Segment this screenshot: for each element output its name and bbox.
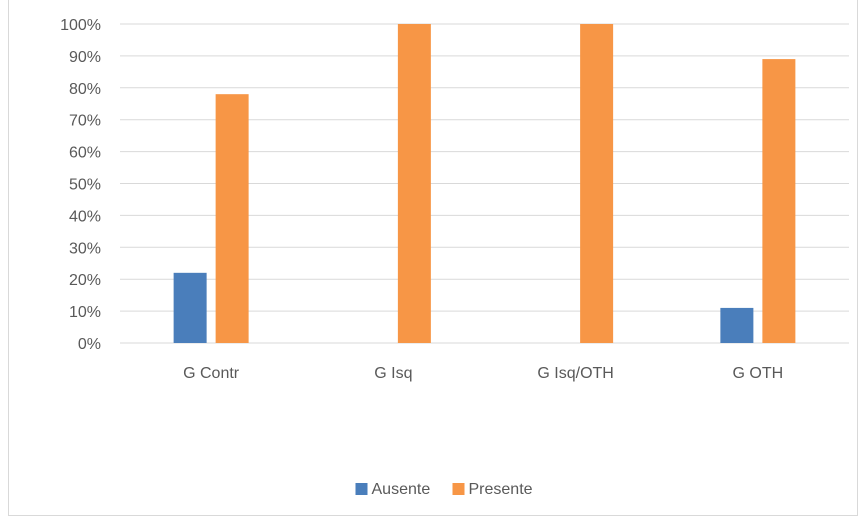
legend-swatch-ausente — [355, 483, 368, 495]
legend-swatch-presente — [452, 483, 465, 495]
y-tick-label: 0% — [78, 336, 101, 353]
chart-frame: 0% 10% 20% 30% 40% 50% 60% 70% 80% 90% 100% G Cont… — [8, 0, 858, 516]
legend-label: Presente — [469, 481, 533, 498]
bar-ausente — [720, 307, 754, 343]
legend-label: Ausente — [372, 481, 431, 498]
y-tick-label: 30% — [69, 240, 101, 257]
y-tick-label: 20% — [69, 272, 101, 289]
y-tick-label: 90% — [69, 49, 101, 66]
bar-presente — [580, 24, 614, 343]
bar-presente — [762, 59, 796, 344]
bar-presente — [215, 94, 249, 344]
x-axis-ticks: G Contr G Isq G Isq/OTH G OTH — [183, 365, 783, 382]
y-axis-ticks: 0% 10% 20% 30% 40% 50% 60% 70% 80% 90% 100% — [60, 17, 101, 353]
y-tick-label: 100% — [60, 17, 101, 34]
bars — [173, 24, 796, 344]
x-tick-label: G Contr — [183, 365, 240, 382]
x-tick-label: G Isq/OTH — [537, 365, 613, 382]
legend: Ausente Presente — [355, 481, 533, 498]
bar-ausente — [173, 272, 207, 343]
bar-chart: 0% 10% 20% 30% 40% 50% 60% 70% 80% 90% 100% G Cont… — [60, 17, 849, 498]
y-tick-label: 60% — [69, 145, 101, 162]
x-tick-label: G Isq — [374, 365, 412, 382]
y-tick-label: 10% — [69, 304, 101, 321]
y-tick-label: 70% — [69, 113, 101, 130]
y-tick-label: 50% — [69, 177, 101, 194]
y-tick-label: 40% — [69, 208, 101, 225]
bar-presente — [397, 24, 431, 343]
x-tick-label: G OTH — [733, 365, 784, 382]
y-tick-label: 80% — [69, 81, 101, 98]
